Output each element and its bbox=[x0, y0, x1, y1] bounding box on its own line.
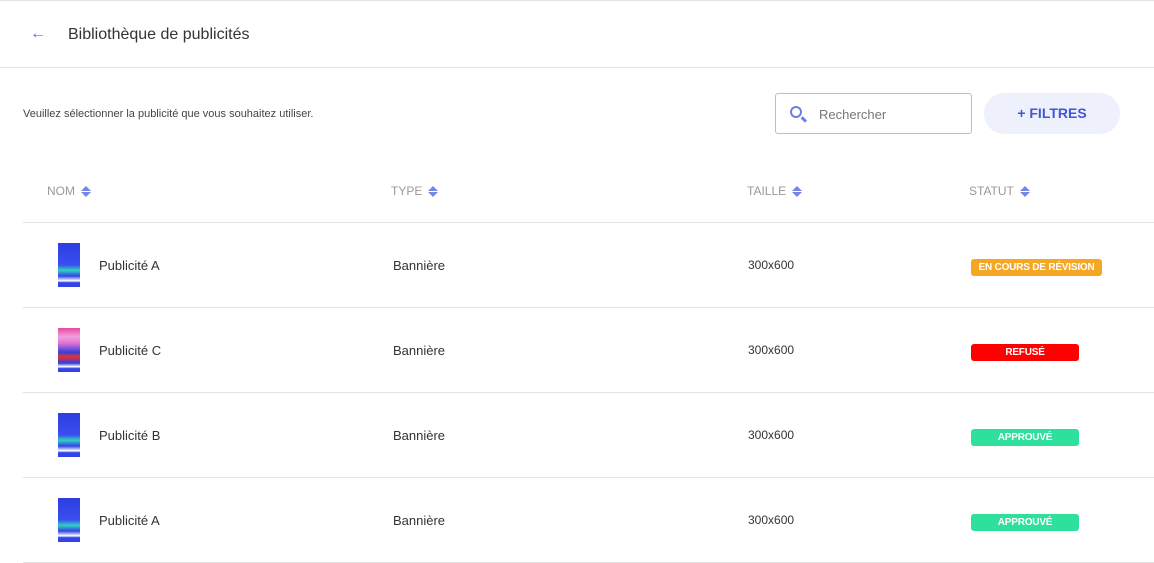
ad-size: 300x600 bbox=[748, 258, 795, 272]
ad-size: 300x600 bbox=[748, 428, 795, 442]
ad-size: 300x600 bbox=[748, 343, 795, 357]
search-box[interactable] bbox=[775, 93, 972, 134]
ad-thumbnail bbox=[58, 498, 80, 542]
ad-name: Publicité B bbox=[99, 428, 161, 443]
ad-thumbnail bbox=[58, 413, 80, 457]
sort-icon[interactable] bbox=[428, 185, 439, 197]
ad-name: Publicité C bbox=[99, 343, 162, 358]
ad-thumbnail bbox=[58, 243, 80, 287]
status-badge: APPROUVÉ bbox=[971, 514, 1079, 531]
sort-icon[interactable] bbox=[1019, 185, 1030, 197]
page-title: Bibliothèque de publicités bbox=[68, 26, 250, 43]
column-header-statut[interactable]: STATUT bbox=[969, 184, 1030, 198]
ad-type: Bannière bbox=[393, 428, 446, 443]
filters-button[interactable]: + FILTRES bbox=[984, 93, 1120, 134]
instruction-text: Veuillez sélectionner la publicité que v… bbox=[23, 108, 314, 120]
table-row[interactable]: Publicité A Bannière 300x600 EN COURS DE… bbox=[23, 223, 1154, 307]
table-row[interactable]: Publicité B Bannière 300x600 APPROUVÉ bbox=[23, 393, 1154, 477]
ad-name: Publicité A bbox=[99, 258, 160, 273]
column-label: TYPE bbox=[391, 184, 423, 198]
divider bbox=[23, 222, 1154, 223]
search-input[interactable] bbox=[819, 104, 959, 124]
column-header-type[interactable]: TYPE bbox=[391, 184, 439, 198]
table-row[interactable]: Publicité A Bannière 300x600 APPROUVÉ bbox=[23, 478, 1154, 562]
status-badge: APPROUVÉ bbox=[971, 429, 1079, 446]
divider bbox=[23, 392, 1154, 393]
column-label: NOM bbox=[47, 184, 75, 198]
status-badge: EN COURS DE RÉVISION bbox=[971, 259, 1102, 276]
column-label: STATUT bbox=[969, 184, 1014, 198]
column-header-nom[interactable]: NOM bbox=[47, 184, 91, 198]
search-icon bbox=[790, 106, 802, 118]
divider bbox=[23, 307, 1154, 308]
ad-size: 300x600 bbox=[748, 513, 795, 527]
back-arrow-icon[interactable]: ← bbox=[30, 25, 46, 42]
divider bbox=[23, 477, 1154, 478]
sort-icon[interactable] bbox=[81, 185, 91, 197]
ad-type: Bannière bbox=[393, 258, 446, 273]
ad-thumbnail bbox=[58, 328, 80, 372]
sort-icon[interactable] bbox=[792, 185, 803, 197]
table-row[interactable]: Publicité C Bannière 300x600 REFUSÉ bbox=[23, 308, 1154, 392]
column-label: TAILLE bbox=[747, 184, 787, 198]
ad-name: Publicité A bbox=[99, 513, 160, 528]
status-badge: REFUSÉ bbox=[971, 344, 1079, 361]
column-header-taille[interactable]: TAILLE bbox=[747, 184, 803, 198]
ad-type: Bannière bbox=[393, 343, 446, 358]
ad-type: Bannière bbox=[393, 513, 446, 528]
page-header: ← Bibliothèque de publicités bbox=[0, 1, 1154, 68]
